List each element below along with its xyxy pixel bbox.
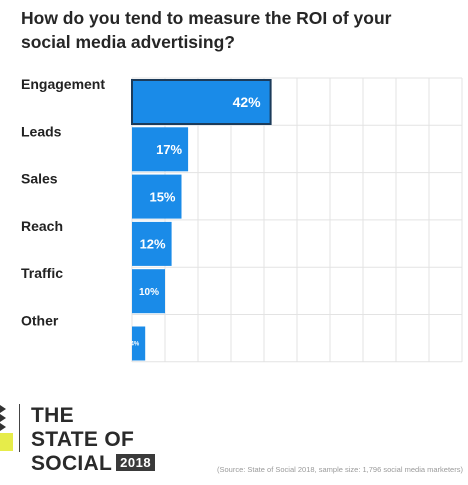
brand-line-2: STATE OF: [31, 428, 135, 451]
value-label: 15%: [149, 189, 175, 204]
bar: [132, 127, 189, 172]
bar: [132, 269, 165, 314]
bar: [132, 174, 182, 219]
brand-line-1: THE: [31, 404, 74, 427]
brand-year-badge: 2018: [116, 454, 156, 471]
category-label: Engagement: [21, 76, 105, 92]
brand-line-3: SOCIAL 2018: [31, 452, 156, 476]
brand-divider: [19, 404, 20, 452]
brand-line-3-text: SOCIAL: [31, 452, 113, 475]
value-label: 4%: [131, 342, 140, 348]
source-note: (Source: State of Social 2018, sample si…: [217, 465, 463, 474]
category-label: Sales: [21, 171, 58, 187]
value-label: 42%: [233, 94, 262, 110]
category-label: Other: [21, 313, 59, 329]
bar: [132, 326, 146, 361]
category-label: Leads: [21, 123, 62, 139]
bar-chart: Engagement 42% Leads 17% Sales 15% Reach 12% Tra…: [21, 76, 463, 363]
brand-wordmark: THE STATE OF SOCIAL 2018: [31, 404, 156, 476]
value-label: 12%: [140, 237, 166, 252]
category-label: Traffic: [21, 265, 63, 281]
chart-title: How do you tend to measure the ROI of yo…: [21, 8, 392, 52]
value-label: 10%: [139, 287, 159, 298]
category-label: Reach: [21, 218, 63, 234]
value-label: 17%: [156, 142, 182, 157]
bar: [131, 79, 272, 125]
logo-mark-icon: [0, 405, 13, 451]
bar: [132, 221, 172, 266]
